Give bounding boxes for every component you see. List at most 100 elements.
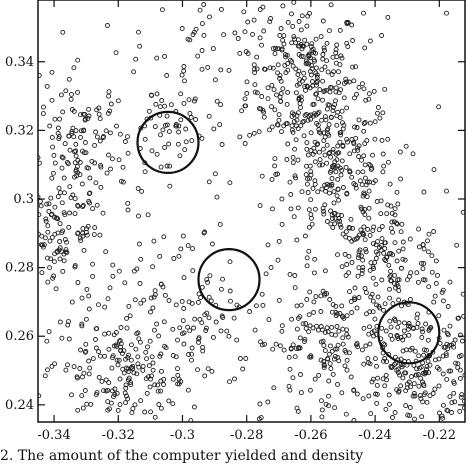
data-point [380,110,386,116]
data-point [151,327,157,333]
data-point [333,98,338,104]
data-point [189,351,195,357]
data-point [291,119,297,124]
data-point [144,356,149,362]
data-point [128,357,134,363]
data-point [106,89,112,95]
data-point [321,208,326,214]
data-point [312,256,318,262]
data-point [412,416,417,422]
data-point [205,64,211,70]
data-point [368,411,374,417]
data-point [62,212,68,218]
data-point [166,298,172,303]
data-point [62,237,68,242]
data-point [401,328,407,334]
data-point [352,297,358,303]
data-point [307,289,313,295]
data-point [406,379,412,385]
data-point [327,150,333,156]
data-point [383,406,389,412]
data-point [237,356,243,361]
data-point [386,392,392,398]
data-point [254,66,260,72]
data-point [72,211,78,217]
data-point [379,224,385,229]
data-point [319,407,325,413]
data-point [146,108,152,114]
data-point [292,354,298,360]
data-point [440,353,446,359]
data-point [261,114,267,120]
data-point [162,343,168,349]
data-point [86,293,92,299]
data-point [337,27,343,33]
data-point [387,318,393,324]
data-point [392,281,397,287]
data-point [261,28,267,34]
data-point [325,131,331,137]
data-point [123,382,129,388]
data-point [57,239,63,244]
data-point [47,123,53,129]
data-point [86,306,92,312]
data-point [322,152,328,158]
data-point [352,295,357,301]
data-point [284,52,290,58]
data-point [410,151,416,157]
data-point [443,351,449,357]
data-point [93,326,99,332]
data-point [371,88,377,94]
data-point [343,229,349,235]
data-point [224,328,230,334]
data-point [316,109,322,115]
data-point [122,390,128,396]
data-point [359,267,365,273]
data-point [295,205,301,211]
data-point [335,342,341,348]
data-point [349,310,355,315]
data-point [351,141,357,147]
data-point [85,223,91,229]
data-point [409,345,415,351]
data-point [181,341,187,347]
data-point [179,298,185,304]
data-point [298,302,304,308]
data-point [320,18,326,24]
data-point [150,305,156,311]
data-point [344,357,350,363]
data-point [126,375,132,381]
data-point [337,130,343,136]
data-point [272,156,278,162]
data-point [38,212,42,218]
data-point [322,291,328,297]
x-tick-label: -0.26 [294,428,327,443]
data-point [61,210,67,216]
data-point [337,218,343,224]
data-point [69,91,74,97]
data-point [148,295,154,301]
data-point [425,238,430,244]
data-point [321,362,327,368]
data-point [150,367,156,373]
data-point [162,145,168,150]
data-point [239,108,245,114]
data-point [254,54,260,60]
data-point [298,105,303,111]
data-point [332,210,338,216]
data-point [314,75,320,80]
data-point [71,65,77,71]
data-point [306,312,312,318]
data-point [279,196,285,202]
data-point [135,354,141,360]
data-point [352,285,358,291]
data-point [353,135,359,141]
data-point [278,26,284,31]
data-point [195,299,201,305]
data-point [313,91,319,97]
data-point [421,261,427,266]
data-point [289,59,295,65]
data-point [302,233,308,239]
data-point [414,270,420,276]
data-point [398,265,404,271]
